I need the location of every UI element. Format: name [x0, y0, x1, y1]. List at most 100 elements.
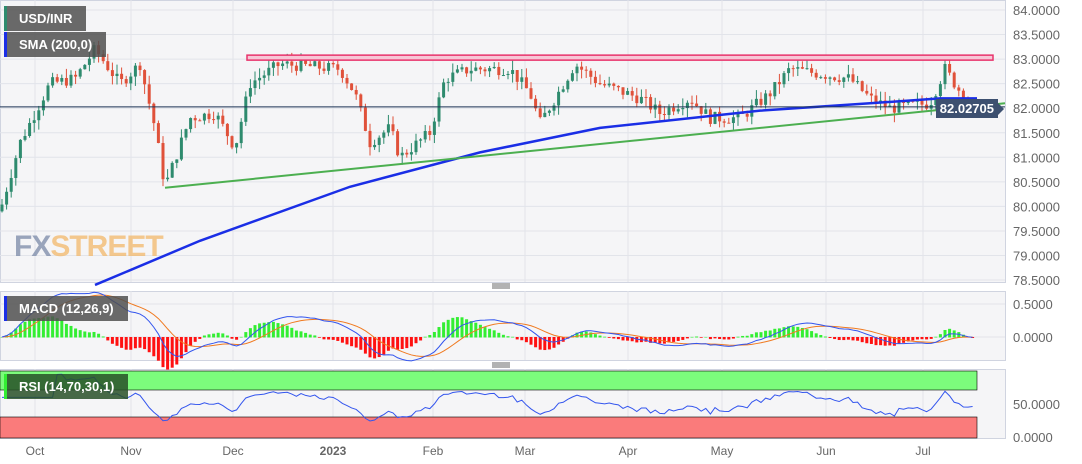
candle-body: [626, 91, 630, 95]
macd-histogram-bar: [87, 332, 91, 338]
macd-histogram-bar: [340, 337, 344, 343]
macd-line: [1, 291, 973, 362]
macd-histogram-bar: [713, 337, 717, 339]
candle-body: [529, 88, 533, 99]
candle-body: [294, 65, 298, 71]
macd-histogram-bar: [428, 334, 432, 338]
macd-histogram-bar: [764, 330, 768, 338]
candle-body: [331, 62, 335, 65]
macd-histogram-bar: [685, 337, 689, 339]
macd-histogram-bar: [469, 321, 473, 338]
macd-histogram-bar: [731, 337, 735, 339]
candle-body: [543, 112, 547, 118]
macd-histogram-bar: [290, 327, 294, 338]
candle-body: [722, 121, 726, 123]
candle-body: [667, 107, 671, 115]
candle-body: [860, 81, 864, 91]
candle-body: [414, 140, 418, 153]
candle-body: [538, 108, 542, 118]
macd-histogram-bar: [267, 322, 271, 338]
price-tick: 83.5000: [1013, 28, 1060, 43]
macd-histogram-bar: [920, 337, 924, 340]
macd-histogram-bar: [455, 317, 459, 338]
macd-histogram-bar: [409, 337, 413, 347]
candle-body: [460, 67, 464, 70]
price-tick: 80.5000: [1013, 175, 1060, 190]
macd-histogram-bar: [547, 337, 551, 350]
x-label: Jul: [915, 444, 930, 458]
candle-body: [681, 108, 685, 110]
macd-histogram-bar: [598, 335, 602, 338]
candle-body: [212, 119, 216, 121]
candle-body: [474, 67, 478, 71]
candle-body: [313, 61, 317, 67]
candle-body: [575, 66, 579, 74]
macd-histogram-bar: [626, 337, 630, 341]
macd-histogram-bar: [437, 327, 441, 338]
candle-body: [773, 82, 777, 97]
candle-body: [745, 113, 749, 117]
macd-histogram-bar: [842, 337, 846, 341]
candle-body: [557, 91, 561, 106]
candle-body: [488, 68, 492, 72]
macd-histogram-bar: [363, 337, 367, 354]
macd-histogram-bar: [244, 332, 248, 338]
candle-body: [83, 64, 87, 70]
macd-histogram-bar: [313, 335, 317, 338]
macd-histogram-bar: [708, 337, 712, 340]
macd-histogram-bar: [699, 337, 703, 338]
candle-body: [566, 80, 570, 90]
macd-histogram-bar: [83, 331, 87, 338]
candle-body: [290, 61, 294, 66]
resistance-zone: [246, 54, 994, 61]
macd-histogram-bar: [593, 334, 597, 338]
macd-histogram-bar: [221, 333, 225, 338]
macd-histogram-bar: [929, 337, 933, 339]
macd-histogram-bar: [156, 337, 160, 361]
macd-histogram-bar: [248, 328, 252, 338]
macd-histogram-bar: [386, 337, 390, 351]
candle-body: [810, 68, 814, 73]
macd-histogram-bar: [943, 330, 947, 338]
macd-histogram-bar: [787, 326, 791, 338]
macd-histogram-bar: [810, 331, 814, 338]
macd-histogram-bar: [704, 336, 708, 338]
macd-histogram-bar: [722, 337, 726, 340]
candle-body: [386, 124, 390, 133]
macd-histogram-bar: [336, 337, 340, 341]
macd-histogram-bar: [865, 337, 869, 344]
price-tick: 81.5000: [1013, 126, 1060, 141]
macd-histogram-bar: [612, 337, 616, 339]
candle-body: [60, 77, 64, 82]
candle-body: [630, 91, 634, 96]
candle-body: [106, 61, 110, 71]
price-tick: 80.0000: [1013, 199, 1060, 214]
candle-body: [101, 54, 105, 62]
sma-label: SMA (200,0): [4, 32, 107, 57]
candle-body: [216, 115, 220, 120]
macd-histogram-bar: [635, 337, 639, 343]
candle-body: [552, 105, 556, 111]
price-tick: 82.5000: [1013, 77, 1060, 92]
macd-histogram-bar: [543, 337, 547, 351]
macd-histogram-bar: [851, 337, 855, 341]
price-tick: 82.0000: [1013, 101, 1060, 116]
logo-street: STREET: [50, 230, 163, 263]
candle-body: [497, 66, 501, 76]
candle-body: [189, 118, 193, 130]
candle-body: [561, 89, 565, 92]
support-trendline: [164, 102, 1006, 189]
macd-histogram-bar: [189, 337, 193, 346]
macd-histogram-bar: [676, 337, 680, 341]
macd-histogram-bar: [202, 335, 206, 338]
candle-body: [961, 90, 965, 101]
candle-body: [883, 100, 887, 108]
macd-histogram-bar: [115, 337, 119, 346]
candle-body: [258, 77, 262, 81]
candle-body: [616, 85, 620, 88]
candle-body: [41, 100, 45, 111]
macd-histogram-bar: [860, 337, 864, 343]
candle-body: [736, 112, 740, 118]
candle-body: [5, 191, 9, 205]
